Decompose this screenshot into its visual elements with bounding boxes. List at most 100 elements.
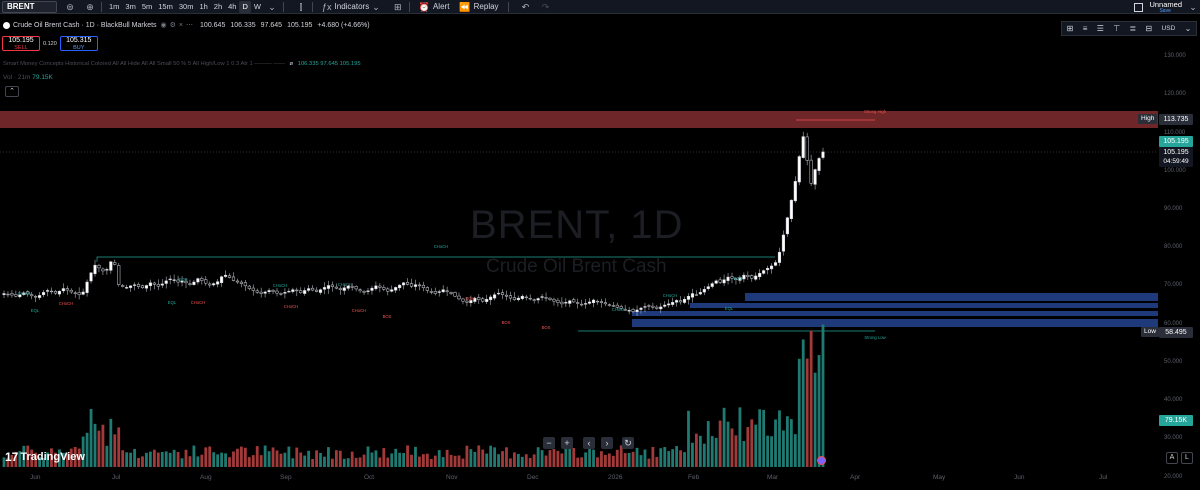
go-to-realtime-icon[interactable] bbox=[817, 456, 826, 465]
scroll-right-button[interactable]: › bbox=[601, 437, 613, 449]
candle-down bbox=[461, 298, 465, 302]
candle-up bbox=[318, 289, 323, 293]
timeframe-3m[interactable]: 3m bbox=[125, 1, 136, 11]
volume-bar bbox=[338, 450, 342, 467]
candle-down bbox=[603, 302, 607, 305]
volume-label: 79.15K bbox=[1159, 415, 1193, 426]
candle-up bbox=[307, 288, 311, 291]
timeframe-1m[interactable]: 1m bbox=[109, 1, 120, 11]
volume-bar bbox=[710, 436, 714, 467]
layout-title[interactable]: Unnamed Save bbox=[1149, 0, 1182, 14]
reset-chart-button[interactable]: ↻ bbox=[622, 437, 634, 449]
replay-label: Replay bbox=[473, 1, 499, 11]
volume-bar bbox=[184, 449, 188, 467]
structure-label: CHoCH bbox=[612, 307, 626, 312]
volume-bar bbox=[477, 445, 481, 467]
templates-icon[interactable]: ⊞ bbox=[393, 1, 402, 12]
add-symbol-icon[interactable]: ⊕ bbox=[86, 1, 94, 12]
candle-up bbox=[663, 304, 667, 307]
candle-down bbox=[334, 286, 338, 289]
save-link[interactable]: Save bbox=[1159, 7, 1171, 14]
lines-icon[interactable]: ≣ bbox=[1129, 24, 1137, 33]
candle-down bbox=[113, 262, 117, 265]
indicators-button[interactable]: ƒx Indicators ⌄ bbox=[317, 1, 385, 13]
timeframe-15m[interactable]: 15m bbox=[158, 1, 173, 11]
volume-bar bbox=[564, 445, 568, 467]
candle-up bbox=[180, 280, 184, 283]
timeframe-2h[interactable]: 2h bbox=[213, 1, 223, 11]
text-icon[interactable]: ⊤ bbox=[1113, 24, 1121, 33]
timeframe-1h[interactable]: 1h bbox=[199, 1, 208, 11]
undo-icon[interactable]: ↶ bbox=[521, 1, 530, 12]
smc-indicator-legend[interactable]: Smart Money Concepts Historical Colored … bbox=[3, 61, 361, 67]
candle-up bbox=[493, 294, 497, 299]
chevron-down-icon[interactable]: ⌄ bbox=[268, 1, 276, 12]
tradingview-logo[interactable]: 17 TradingView bbox=[5, 450, 85, 464]
structure-label: EQH bbox=[465, 296, 474, 301]
legend-open: 100.645 bbox=[200, 21, 226, 29]
price-tick: 70.000 bbox=[1164, 282, 1183, 288]
timeframe-5m[interactable]: 5m bbox=[141, 1, 153, 11]
zoom-out-button[interactable]: − bbox=[543, 437, 555, 449]
candle-down bbox=[572, 299, 576, 303]
legend-low: 97.645 bbox=[260, 21, 283, 29]
drawing-toolbar: ⊞ ≡ ☰ ⊤ ≣ ⊟ USD ⌄ bbox=[1061, 21, 1197, 36]
volume-bar bbox=[655, 457, 659, 467]
timeframe-W[interactable]: W bbox=[253, 1, 261, 11]
candle-up bbox=[192, 281, 196, 285]
compare-icon[interactable]: ⊜ bbox=[66, 1, 74, 12]
chevron-down-icon[interactable]: ⌄ bbox=[1184, 24, 1192, 33]
candle-down bbox=[378, 285, 382, 288]
volume-bar bbox=[485, 453, 489, 467]
buy-button[interactable]: 105.315 BUY bbox=[59, 36, 98, 51]
sell-price: 105.195 bbox=[8, 37, 34, 44]
zoom-in-button[interactable]: + bbox=[561, 437, 573, 449]
timeframe-30m[interactable]: 30m bbox=[178, 1, 194, 11]
chevron-down-icon: ⌄ bbox=[372, 1, 380, 12]
timeframe-4h[interactable]: 4h bbox=[228, 1, 237, 11]
candle-up bbox=[144, 285, 148, 289]
auto-scale-button[interactable]: A bbox=[1166, 452, 1178, 464]
bar-countdown: 04:59:49 bbox=[1159, 156, 1193, 167]
log-scale-button[interactable]: L bbox=[1181, 452, 1193, 464]
candle-down bbox=[552, 299, 556, 302]
sell-button[interactable]: 105.195 SELL bbox=[2, 36, 40, 51]
candle-down bbox=[595, 300, 600, 303]
volume-bar bbox=[22, 445, 26, 467]
volume-bar bbox=[793, 434, 797, 467]
divider bbox=[408, 1, 410, 12]
volume-bar bbox=[358, 457, 362, 467]
symbol-search[interactable]: BRENT bbox=[2, 0, 57, 13]
time-tick: Jul bbox=[1099, 474, 1108, 481]
align-left-icon[interactable]: ≡ bbox=[1082, 24, 1088, 33]
replay-button[interactable]: ⏪ Replay bbox=[454, 1, 503, 13]
chevron-down-icon[interactable]: ⌄ bbox=[1189, 2, 1197, 12]
volume-indicator-legend[interactable]: Vol · 21m 79.15K bbox=[3, 74, 53, 81]
measure-icon[interactable]: ⊟ bbox=[1145, 24, 1153, 33]
volume-bar bbox=[449, 454, 453, 467]
alert-button[interactable]: ⏰ Alert bbox=[414, 1, 455, 13]
layout-grid-icon[interactable]: ⊞ bbox=[1066, 24, 1074, 33]
volume-bar bbox=[730, 428, 734, 467]
candles-icon[interactable]: ⫿ bbox=[299, 1, 303, 12]
collapse-legend-button[interactable]: ⌃ bbox=[5, 86, 19, 97]
symbol-name[interactable]: Crude Oil Brent Cash · 1D · BlackBull Ma… bbox=[13, 21, 157, 29]
align-center-icon[interactable]: ☰ bbox=[1096, 24, 1104, 33]
candle-down bbox=[386, 288, 390, 292]
candle-up bbox=[38, 295, 42, 298]
volume-bar bbox=[659, 448, 663, 467]
candle-up bbox=[303, 290, 307, 294]
candle-up bbox=[81, 291, 85, 295]
legend-actions[interactable]: ◉⚙×⋯ bbox=[160, 22, 197, 29]
volume-bar bbox=[160, 452, 164, 467]
layout-icon[interactable] bbox=[1134, 2, 1144, 12]
currency-selector[interactable]: USD bbox=[1161, 25, 1176, 32]
timeframe-D[interactable]: D bbox=[239, 0, 251, 13]
volume-bar bbox=[758, 409, 762, 467]
redo-icon[interactable]: ↷ bbox=[541, 1, 550, 12]
scroll-left-button[interactable]: ‹ bbox=[583, 437, 595, 449]
candle-up bbox=[18, 294, 22, 298]
structure-label: EQL bbox=[725, 306, 734, 311]
indicators-icon: ƒx bbox=[322, 1, 332, 12]
